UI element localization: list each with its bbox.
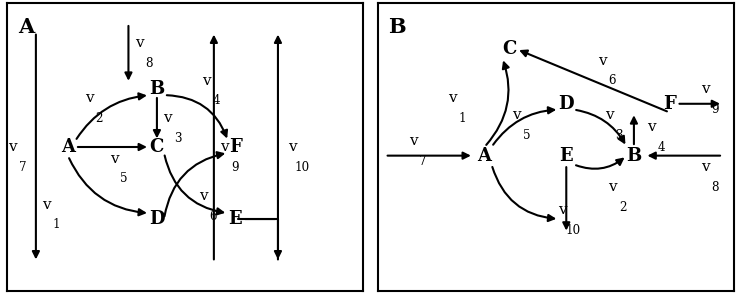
Text: v: v xyxy=(42,198,51,212)
FancyArrowPatch shape xyxy=(125,26,131,78)
FancyArrowPatch shape xyxy=(576,110,624,143)
Text: v: v xyxy=(8,140,17,154)
Text: v: v xyxy=(648,120,656,134)
Text: v: v xyxy=(448,91,456,105)
Text: 2: 2 xyxy=(619,201,626,214)
Text: C: C xyxy=(150,138,164,156)
Text: B: B xyxy=(388,17,406,37)
FancyArrowPatch shape xyxy=(563,167,569,228)
Text: v: v xyxy=(608,180,617,194)
Text: 6: 6 xyxy=(608,74,616,87)
Text: v: v xyxy=(409,134,417,148)
Text: 6: 6 xyxy=(210,210,217,223)
Text: E: E xyxy=(228,210,242,228)
Text: A: A xyxy=(61,138,75,156)
Text: F: F xyxy=(229,138,242,156)
FancyArrowPatch shape xyxy=(388,153,468,159)
FancyArrowPatch shape xyxy=(167,95,227,136)
Text: v: v xyxy=(701,160,709,174)
FancyArrowPatch shape xyxy=(486,63,508,145)
FancyArrowPatch shape xyxy=(69,158,144,215)
Text: 5: 5 xyxy=(121,172,128,185)
Text: B: B xyxy=(626,147,642,165)
Text: 5: 5 xyxy=(522,129,530,142)
Text: 10: 10 xyxy=(565,224,580,237)
Text: B: B xyxy=(149,80,165,98)
Text: 7: 7 xyxy=(419,155,427,168)
FancyArrowPatch shape xyxy=(650,153,720,159)
Text: v: v xyxy=(110,151,119,166)
Text: 2: 2 xyxy=(96,112,103,125)
FancyArrowPatch shape xyxy=(679,101,718,107)
Text: v: v xyxy=(202,74,211,88)
Text: 1: 1 xyxy=(53,218,60,231)
FancyArrowPatch shape xyxy=(154,98,160,136)
Text: v: v xyxy=(559,203,567,217)
Text: 8: 8 xyxy=(145,57,153,70)
Text: F: F xyxy=(663,95,676,113)
FancyArrowPatch shape xyxy=(521,51,667,111)
Text: E: E xyxy=(559,147,573,165)
Text: v: v xyxy=(597,54,606,68)
Text: 7: 7 xyxy=(19,161,27,174)
FancyArrowPatch shape xyxy=(493,107,554,145)
Text: v: v xyxy=(701,82,709,96)
FancyArrowPatch shape xyxy=(631,118,637,144)
Text: 4: 4 xyxy=(658,141,665,153)
Text: v: v xyxy=(220,140,229,154)
Text: v: v xyxy=(199,189,207,203)
Text: 10: 10 xyxy=(295,161,310,174)
Text: A: A xyxy=(477,147,491,165)
FancyArrowPatch shape xyxy=(492,167,554,221)
Text: v: v xyxy=(135,36,144,50)
Text: v: v xyxy=(85,91,93,105)
FancyArrowPatch shape xyxy=(275,37,281,260)
FancyArrowPatch shape xyxy=(33,34,39,257)
FancyArrowPatch shape xyxy=(76,93,144,139)
FancyArrowPatch shape xyxy=(576,159,622,169)
Text: 1: 1 xyxy=(459,112,466,125)
Text: 3: 3 xyxy=(174,132,182,145)
Text: D: D xyxy=(149,210,165,228)
FancyArrowPatch shape xyxy=(211,37,217,260)
Text: v: v xyxy=(605,108,614,122)
Text: 3: 3 xyxy=(615,129,622,142)
Text: D: D xyxy=(559,95,574,113)
FancyArrowPatch shape xyxy=(165,156,223,214)
Text: 8: 8 xyxy=(711,181,719,194)
Text: v: v xyxy=(512,108,521,122)
Text: C: C xyxy=(502,40,516,58)
FancyArrowPatch shape xyxy=(78,144,144,150)
FancyArrowPatch shape xyxy=(165,152,223,216)
Text: v: v xyxy=(288,140,296,154)
FancyArrowPatch shape xyxy=(238,219,281,257)
Text: v: v xyxy=(163,111,172,125)
Text: 9: 9 xyxy=(711,103,719,116)
Text: A: A xyxy=(18,17,34,37)
Text: 9: 9 xyxy=(230,161,239,174)
Text: 4: 4 xyxy=(213,94,221,107)
